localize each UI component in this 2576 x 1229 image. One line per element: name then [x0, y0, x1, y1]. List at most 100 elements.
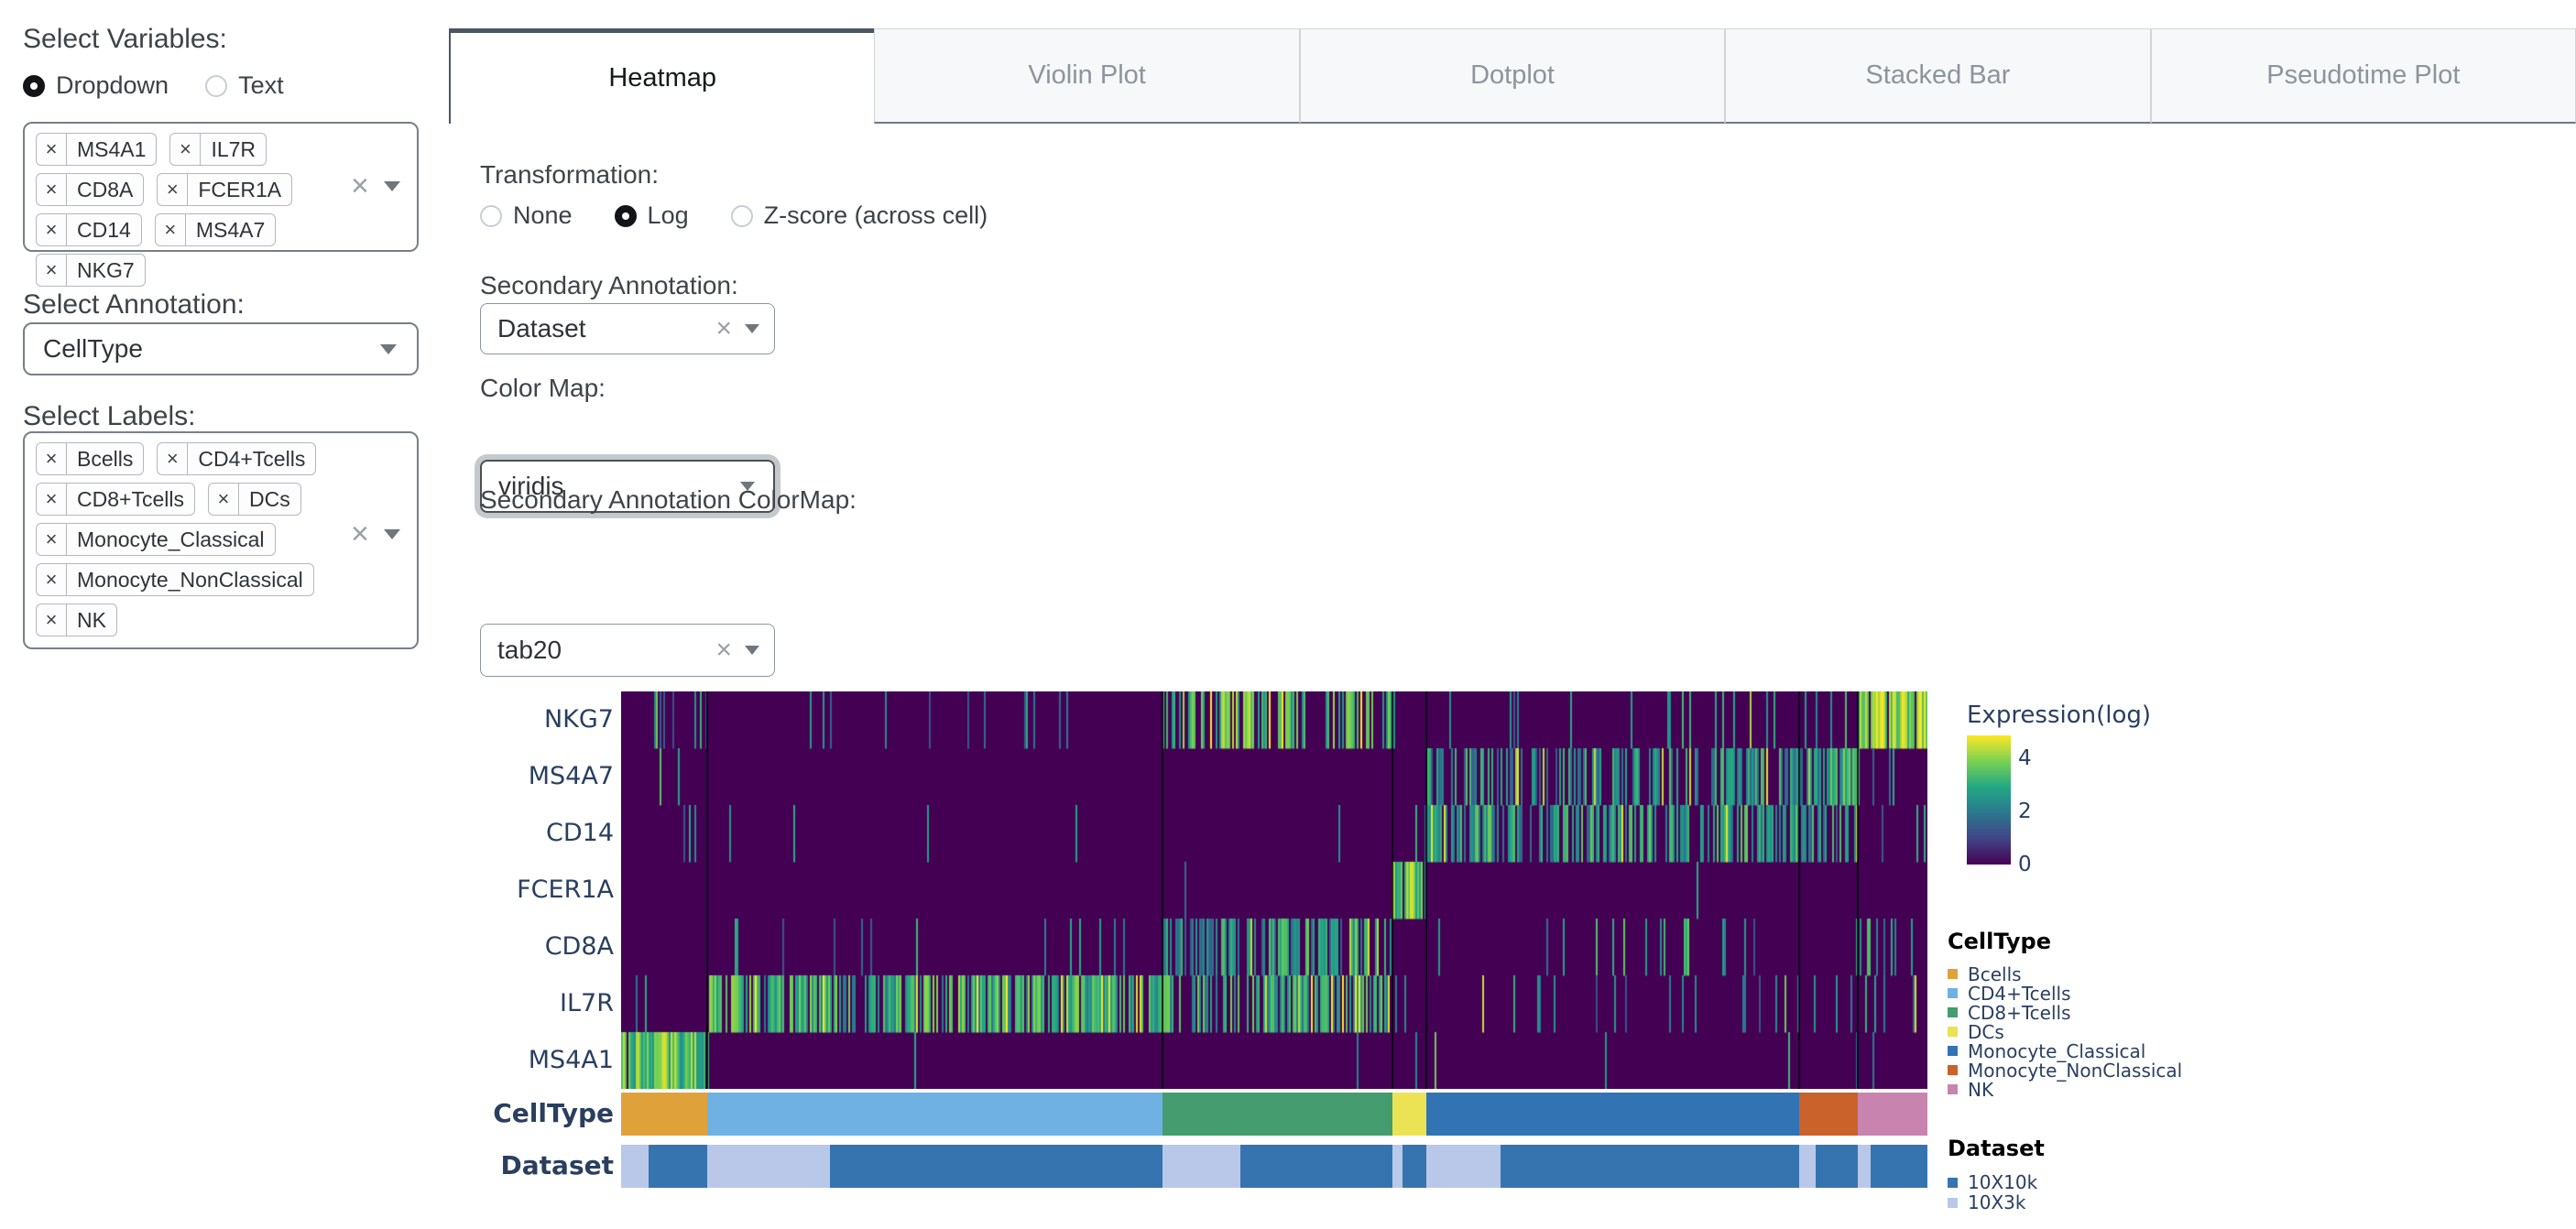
legend-item-label: Bcells [1968, 963, 2022, 985]
labels-multiselect[interactable]: × Bcells × CD4+Tcells × CD8+Tcells × DCs × Monocy… [23, 431, 419, 649]
legend-swatch [1948, 988, 1958, 998]
clear-icon[interactable]: × [715, 635, 732, 665]
transformation-radiogroup: None Log Z-score (across cell) [480, 201, 988, 230]
legend-item-label: 10X3k [1968, 1191, 2026, 1213]
chip-remove-icon[interactable]: × [37, 604, 67, 636]
chip-nk[interactable]: × NK [36, 604, 117, 636]
chip-remove-icon[interactable]: × [156, 214, 186, 245]
heatmap-canvas[interactable] [621, 691, 1927, 1089]
tab-dotplot[interactable]: Dotplot [1299, 28, 1726, 124]
celltype-annotation-bar [621, 1093, 1927, 1136]
dataset-bar-segment-10x10k [649, 1145, 707, 1188]
dataset-bar-segment-10x10k [1815, 1145, 1859, 1188]
radio-selected-icon[interactable] [614, 204, 637, 227]
clear-icon[interactable]: × [351, 169, 369, 203]
chip-remove-icon[interactable]: × [209, 484, 239, 515]
variables-mode-radiogroup: Dropdown Text [23, 71, 284, 100]
chip-cd8-tcells[interactable]: × CD8+Tcells [36, 483, 195, 516]
chip-remove-icon[interactable]: × [37, 214, 67, 245]
chip-nkg7[interactable]: × NKG7 [36, 254, 146, 287]
radio-selected-icon[interactable] [23, 74, 45, 97]
radio-z-score-across-cell-[interactable]: Z-score (across cell) [730, 201, 988, 230]
chevron-down-icon[interactable] [380, 343, 397, 354]
tab-violin-plot[interactable]: Violin Plot [874, 28, 1300, 124]
clear-icon[interactable]: × [715, 313, 732, 343]
select-controls: × [715, 315, 759, 343]
tab-pseudotime-plot[interactable]: Pseudotime Plot [2150, 28, 2576, 124]
chip-remove-icon[interactable]: × [158, 443, 189, 474]
legend-swatch [1948, 1046, 1958, 1056]
variables-multiselect[interactable]: × MS4A1 × IL7R × CD8A × FCER1A × CD14 × MS4A7 × NKG7 [23, 122, 419, 287]
legend-item-label: 10X10k [1968, 1171, 2038, 1193]
radio-unselected-icon[interactable] [480, 204, 502, 227]
chevron-down-icon[interactable] [745, 324, 759, 333]
secondary-annotation-select[interactable]: Dataset × [480, 303, 775, 354]
radio-label: Log [647, 201, 689, 229]
clear-icon[interactable]: × [351, 517, 369, 551]
legend-item-10x3k: 10X3k [1948, 1191, 2045, 1213]
legend-item-label: Monocyte_NonClassical [1968, 1059, 2183, 1082]
tab-heatmap[interactable]: Heatmap [449, 28, 875, 124]
celltype-bar-segment-monocyte_classical [1425, 1093, 1800, 1136]
dataset-annotation-bar [621, 1145, 1927, 1188]
chip-remove-icon[interactable]: × [37, 255, 67, 286]
chip-ms4a7[interactable]: × MS4A7 [154, 213, 277, 246]
chip-remove-icon[interactable]: × [37, 524, 67, 555]
chip-ms4a1[interactable]: × MS4A1 [36, 133, 158, 166]
chip-monocyte-classical[interactable]: × Monocyte_Classical [36, 523, 276, 556]
chevron-down-icon[interactable] [740, 482, 755, 491]
color-map-select[interactable]: viridis [480, 460, 775, 513]
dataset-bar-segment-10x3k [1799, 1145, 1816, 1188]
labels-multiselect-controls: × [351, 518, 400, 549]
chip-cd14[interactable]: × CD14 [36, 213, 142, 246]
secondary-annotation-label: Secondary Annotation: [480, 271, 738, 299]
radio-log[interactable]: Log [614, 201, 689, 230]
chip-dcs[interactable]: × DCs [207, 483, 301, 516]
chip-remove-icon[interactable]: × [37, 484, 67, 515]
chip-bcells[interactable]: × Bcells [36, 442, 145, 475]
chip-remove-icon[interactable]: × [37, 134, 67, 165]
chip-fcer1a[interactable]: × FCER1A [157, 173, 293, 206]
chip-cd8a[interactable]: × CD8A [36, 173, 145, 206]
radio-dropdown[interactable]: Dropdown [23, 71, 169, 100]
radio-label: Z-score (across cell) [763, 201, 988, 229]
radio-label: Text [238, 71, 284, 99]
chevron-down-icon[interactable] [745, 646, 759, 655]
annotation-select[interactable]: CellType [23, 322, 419, 375]
dataset-bar-segment-10x10k [1871, 1145, 1927, 1188]
colorbar-tick-0: 0 [2018, 853, 2032, 876]
chip-remove-icon[interactable]: × [37, 174, 67, 205]
legend-item-dcs: DCs [1948, 1020, 2182, 1043]
sidebar: Select Variables: Dropdown Text × MS4A1 × IL… [0, 0, 431, 1229]
chevron-down-icon[interactable] [383, 180, 400, 191]
celltype-bar-segment-bcells [621, 1093, 708, 1136]
chip-remove-icon[interactable]: × [158, 174, 189, 205]
chevron-down-icon[interactable] [383, 528, 400, 539]
radio-label: Dropdown [56, 71, 169, 99]
select-labels-label: Select Labels: [23, 401, 196, 431]
chip-remove-icon[interactable]: × [37, 564, 67, 595]
chip-remove-icon[interactable]: × [170, 134, 202, 165]
variables-multiselect-controls: × [351, 170, 400, 201]
chip-label: MS4A1 [77, 136, 147, 161]
secondary-annotation-colormap-select[interactable]: tab20 × [480, 624, 775, 677]
radio-unselected-icon[interactable] [205, 74, 228, 97]
dataset-bar-segment-10x10k [1240, 1145, 1392, 1188]
chip-cd4-tcells[interactable]: × CD4+Tcells [157, 442, 317, 475]
legend-item-label: DCs [1968, 1020, 2004, 1043]
legend-item-10x10k: 10X10k [1948, 1171, 2045, 1193]
legend-item-monocyte-classical: Monocyte_Classical [1948, 1040, 2182, 1062]
dataset-legend: Dataset 10X10k 10X3k [1948, 1136, 2045, 1213]
radio-none[interactable]: None [480, 201, 573, 230]
radio-text[interactable]: Text [205, 71, 284, 100]
chip-label: CD4+Tcells [198, 446, 306, 471]
tab-stacked-bar[interactable]: Stacked Bar [1725, 28, 2151, 124]
radio-unselected-icon[interactable] [730, 204, 753, 227]
chip-monocyte-nonclassical[interactable]: × Monocyte_NonClassical [36, 563, 314, 596]
chip-il7r[interactable]: × IL7R [169, 133, 267, 166]
legend-item-label: CD8+Tcells [1968, 1001, 2071, 1024]
annotation-select-value: CellType [43, 334, 143, 363]
chip-remove-icon[interactable]: × [37, 443, 67, 474]
celltype-bar-segment-cd4+tcells [707, 1093, 1163, 1136]
